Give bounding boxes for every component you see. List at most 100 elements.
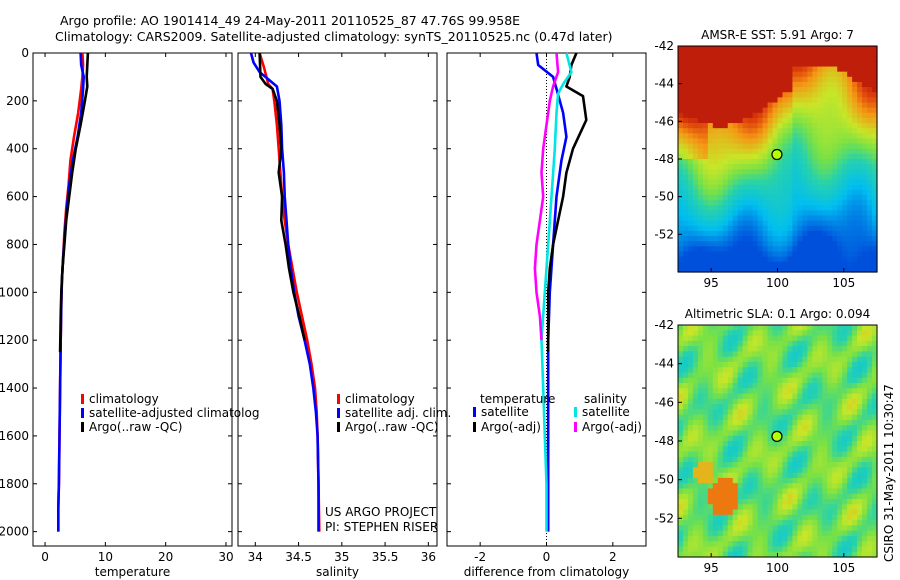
map-cell bbox=[697, 230, 704, 237]
map-cell bbox=[772, 102, 779, 109]
map-cell bbox=[762, 483, 769, 490]
map-cell bbox=[782, 335, 789, 342]
map-cell bbox=[787, 398, 794, 405]
map-cell bbox=[752, 184, 759, 191]
map-cell bbox=[852, 477, 858, 484]
map-cell bbox=[817, 446, 823, 453]
map-cell bbox=[717, 97, 724, 104]
map-cell bbox=[807, 462, 813, 468]
map-cell bbox=[682, 66, 689, 73]
map-cell bbox=[847, 169, 853, 176]
map-cell bbox=[802, 525, 808, 532]
map-cell bbox=[742, 153, 749, 160]
map-cell bbox=[717, 236, 724, 242]
map-cell bbox=[717, 388, 724, 395]
map-cell bbox=[842, 546, 848, 553]
map-cell bbox=[712, 189, 719, 196]
map-cell bbox=[782, 340, 789, 347]
map-cell bbox=[802, 472, 808, 479]
credit-project: US ARGO PROJECT bbox=[325, 505, 437, 519]
map-cell bbox=[807, 210, 813, 217]
map-cell bbox=[747, 51, 754, 57]
map-cell bbox=[722, 87, 729, 93]
map-cell bbox=[847, 128, 853, 134]
map-cell bbox=[777, 107, 784, 114]
map-cell bbox=[852, 367, 858, 374]
map-cell bbox=[722, 97, 729, 104]
map-cell bbox=[817, 425, 823, 432]
map-cell bbox=[717, 409, 724, 416]
map-cell bbox=[702, 112, 709, 119]
map-cell bbox=[777, 174, 784, 181]
map-cell bbox=[797, 340, 803, 347]
map-cell bbox=[747, 383, 754, 389]
map-cell bbox=[782, 493, 789, 500]
map-cell bbox=[702, 169, 709, 176]
map-cell bbox=[702, 509, 709, 516]
map-cell bbox=[782, 430, 789, 437]
map-cell bbox=[837, 133, 843, 140]
series-line-difference-2 bbox=[540, 52, 573, 532]
map-cell bbox=[772, 61, 779, 68]
map-cell bbox=[762, 194, 769, 201]
map-cell bbox=[732, 398, 739, 405]
map-cell bbox=[872, 174, 878, 181]
map-cell bbox=[787, 446, 794, 453]
map-cell bbox=[812, 504, 818, 511]
map-sla-map bbox=[678, 325, 878, 558]
map-cell bbox=[717, 107, 724, 114]
map-cell bbox=[852, 220, 858, 227]
map-cell bbox=[822, 456, 828, 463]
map-cell bbox=[742, 143, 749, 150]
map-cell bbox=[762, 356, 769, 363]
map-cell bbox=[727, 414, 734, 421]
map-cell bbox=[767, 184, 774, 191]
map-cell bbox=[762, 335, 769, 342]
map-cell bbox=[678, 330, 684, 337]
map-cell bbox=[742, 66, 749, 73]
map-cell bbox=[847, 430, 853, 437]
map-cell bbox=[722, 71, 729, 78]
float-position-marker bbox=[771, 430, 783, 442]
map-cell bbox=[847, 102, 853, 109]
map-cell bbox=[697, 184, 704, 191]
map-cell bbox=[862, 388, 868, 395]
map-cell bbox=[742, 398, 749, 405]
map-cell bbox=[727, 356, 734, 363]
map-cell bbox=[772, 351, 779, 358]
map-cell bbox=[687, 256, 694, 263]
map-cell bbox=[787, 164, 794, 170]
map-cell bbox=[807, 398, 813, 405]
map-cell bbox=[857, 236, 863, 242]
map-cell bbox=[697, 414, 704, 421]
map-cell bbox=[737, 535, 744, 542]
map-cell bbox=[827, 66, 833, 73]
map-cell bbox=[837, 441, 843, 447]
map-cell bbox=[757, 97, 764, 104]
map-cell bbox=[847, 493, 853, 500]
map-cell bbox=[722, 174, 729, 181]
map-cell bbox=[702, 51, 709, 57]
map-cell bbox=[702, 215, 709, 222]
map-cell bbox=[867, 388, 873, 395]
map-cell bbox=[852, 393, 858, 400]
map-cell bbox=[852, 184, 858, 191]
map-cell bbox=[727, 107, 734, 114]
map-cell bbox=[782, 148, 789, 155]
map-cell bbox=[692, 133, 699, 140]
map-cell bbox=[857, 499, 863, 505]
map-cell bbox=[717, 446, 724, 453]
map-cell bbox=[852, 225, 858, 232]
map-cell bbox=[727, 462, 734, 468]
map-cell bbox=[737, 148, 744, 155]
map-cell bbox=[777, 509, 784, 516]
map-cell bbox=[687, 546, 694, 553]
map-cell bbox=[772, 230, 779, 237]
map-cell bbox=[822, 128, 828, 134]
map-cell bbox=[827, 107, 833, 114]
map-cell bbox=[727, 346, 734, 352]
map-cell bbox=[772, 184, 779, 191]
map-cell bbox=[812, 340, 818, 347]
y-tick-label: -44 bbox=[654, 357, 674, 371]
map-cell bbox=[722, 514, 729, 521]
